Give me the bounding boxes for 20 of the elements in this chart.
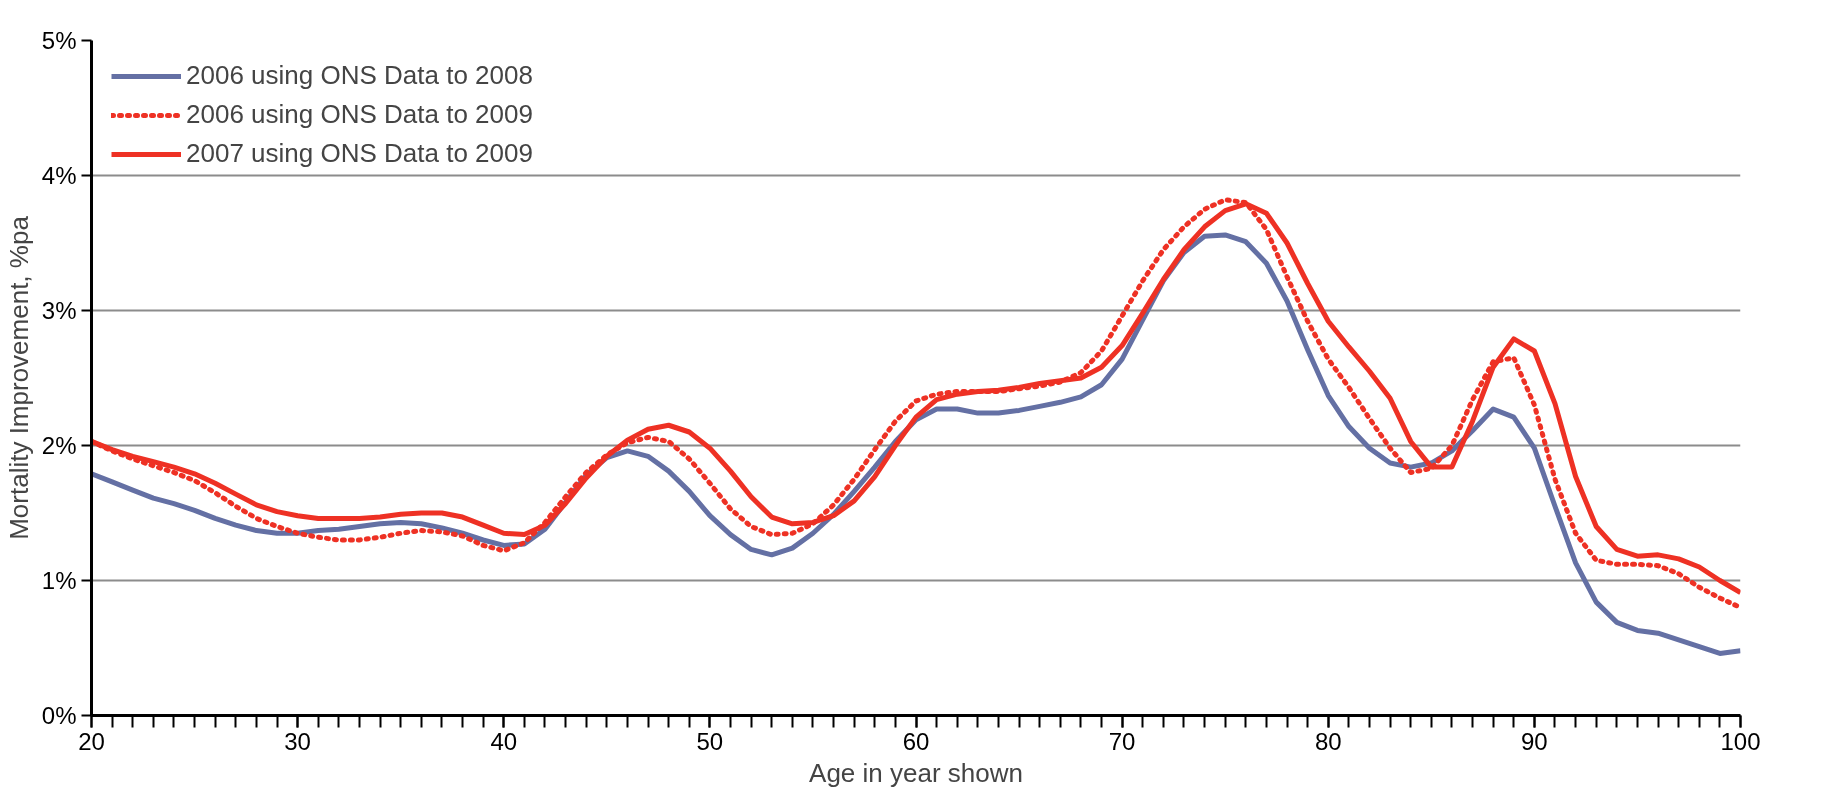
x-tick-label: 40 [490,727,518,755]
y-tick-label: 0% [41,702,77,729]
x-tick-label: 100 [1720,727,1761,755]
legend-label: 2007 using ONS Data to 2009 [186,138,533,169]
x-tick-label: 20 [78,727,105,755]
legend-label: 2006 using ONS Data to 2008 [186,60,533,91]
x-tick-label: 60 [902,727,930,755]
y-tick-label: 1% [41,567,77,594]
y-tick-label: 2% [41,432,77,459]
x-tick-label: 70 [1108,727,1136,755]
y-tick-label: 5% [41,27,77,54]
y-tick-label: 4% [41,162,77,189]
x-tick-label: 90 [1521,727,1548,755]
legend-label: 2006 using ONS Data to 2009 [186,99,533,130]
x-tick-label: 30 [284,727,311,755]
x-axis-title: Age in year shown [809,757,1023,788]
x-tick-label: 50 [696,727,724,755]
y-tick-label: 3% [41,297,77,324]
y-axis-title: Mortality Improvement, %pa [3,215,34,540]
x-tick-label: 80 [1314,727,1342,755]
